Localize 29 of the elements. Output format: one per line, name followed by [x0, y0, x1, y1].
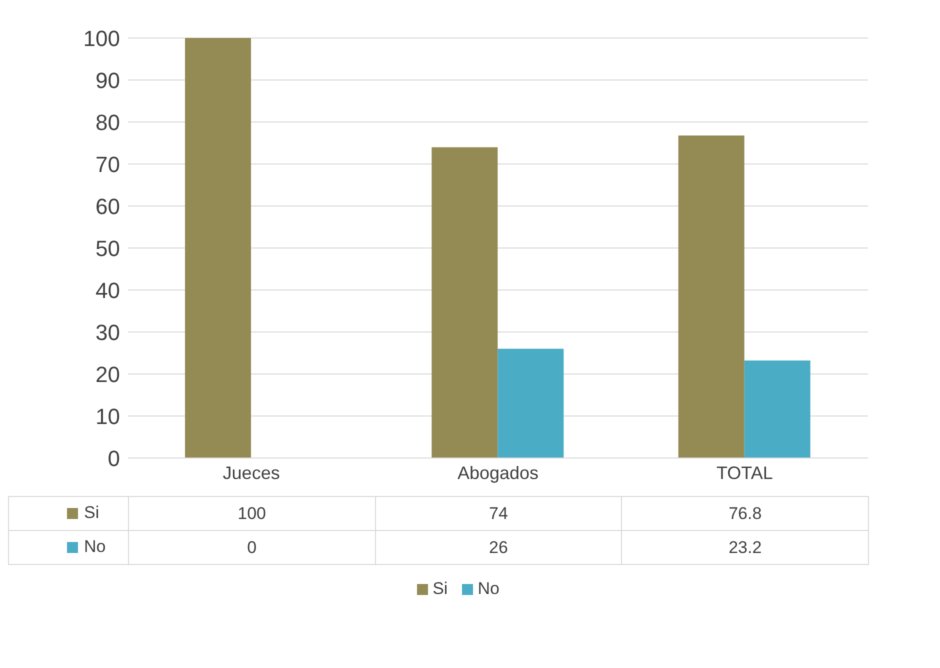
legend-label: No: [478, 579, 500, 599]
y-tick-label: 80: [96, 110, 120, 135]
data-label: 23.2: [622, 530, 868, 564]
y-tick-label: 50: [96, 236, 120, 261]
y-tick-label: 60: [96, 194, 120, 219]
y-tick-label: 40: [96, 278, 120, 303]
data-label: 74: [375, 496, 622, 530]
legend-label: Si: [84, 503, 100, 524]
text: No: [84, 537, 106, 556]
bar: [678, 135, 744, 458]
y-tick-label: 10: [96, 404, 120, 429]
y-tick-label: 90: [96, 68, 120, 93]
bar: [185, 38, 251, 458]
bar: [432, 147, 498, 458]
data-label: 26: [375, 530, 622, 564]
data-label: 100: [128, 496, 376, 530]
y-tick-label: 30: [96, 320, 120, 345]
data-label: 0: [128, 530, 376, 564]
text: Si: [432, 579, 448, 598]
data-label: 76.8: [622, 496, 868, 530]
y-tick-label: 0: [108, 446, 120, 471]
y-tick-label: 20: [96, 362, 120, 387]
y-tick-label: 70: [96, 152, 120, 177]
x-tick-label: TOTAL: [716, 462, 773, 483]
bar: [498, 348, 564, 458]
bar: [744, 360, 810, 458]
x-tick-label: Abogados: [457, 462, 539, 483]
x-tick-label: Jueces: [222, 462, 280, 483]
y-tick-label: 100: [83, 26, 120, 51]
